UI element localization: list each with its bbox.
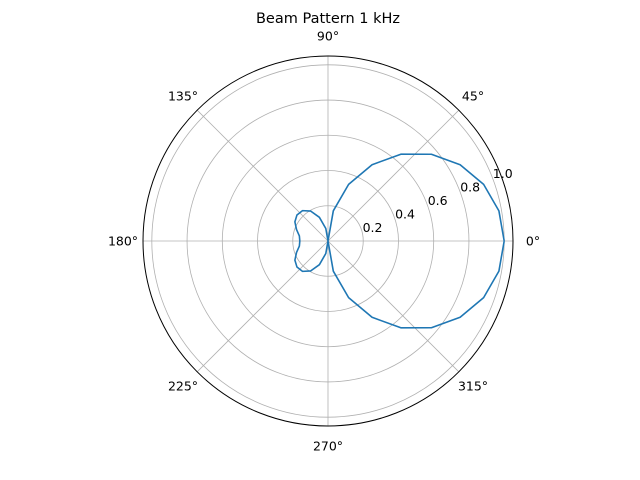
r-tick-label-0: 0.2	[363, 220, 383, 235]
chart-title: Beam Pattern 1 kHz	[256, 11, 400, 27]
grid-layer	[142, 55, 514, 427]
r-tick-label-4: 1.0	[493, 166, 513, 181]
r-tick-label-3: 0.8	[460, 180, 480, 195]
theta-tick-label-3: 135°	[168, 89, 198, 104]
theta-tick-label-4: 180°	[108, 234, 138, 249]
r-tick-label-2: 0.6	[428, 193, 448, 208]
theta-tick-label-5: 225°	[168, 379, 198, 394]
theta-tick-label-0: 0°	[526, 234, 540, 249]
r-tick-label-1: 0.4	[395, 207, 415, 222]
polar-frame	[142, 55, 514, 427]
theta-grid-line-7	[327, 240, 460, 373]
theta-grid-line-1	[327, 109, 460, 242]
series-line-0	[294, 153, 505, 329]
theta-tick-label-6: 270°	[313, 439, 343, 454]
theta-tick-label-7: 315°	[458, 379, 488, 394]
series-layer	[294, 153, 505, 329]
theta-tick-label-2: 90°	[317, 29, 339, 44]
theta-grid-line-3	[196, 109, 329, 242]
theta-tick-label-1: 45°	[462, 89, 484, 104]
theta-grid-line-5	[196, 240, 329, 373]
label-layer: 0° 45° 90° 135° 180° 225° 270° 315° 0.2 0.4 0.6 0.8…	[108, 29, 540, 454]
